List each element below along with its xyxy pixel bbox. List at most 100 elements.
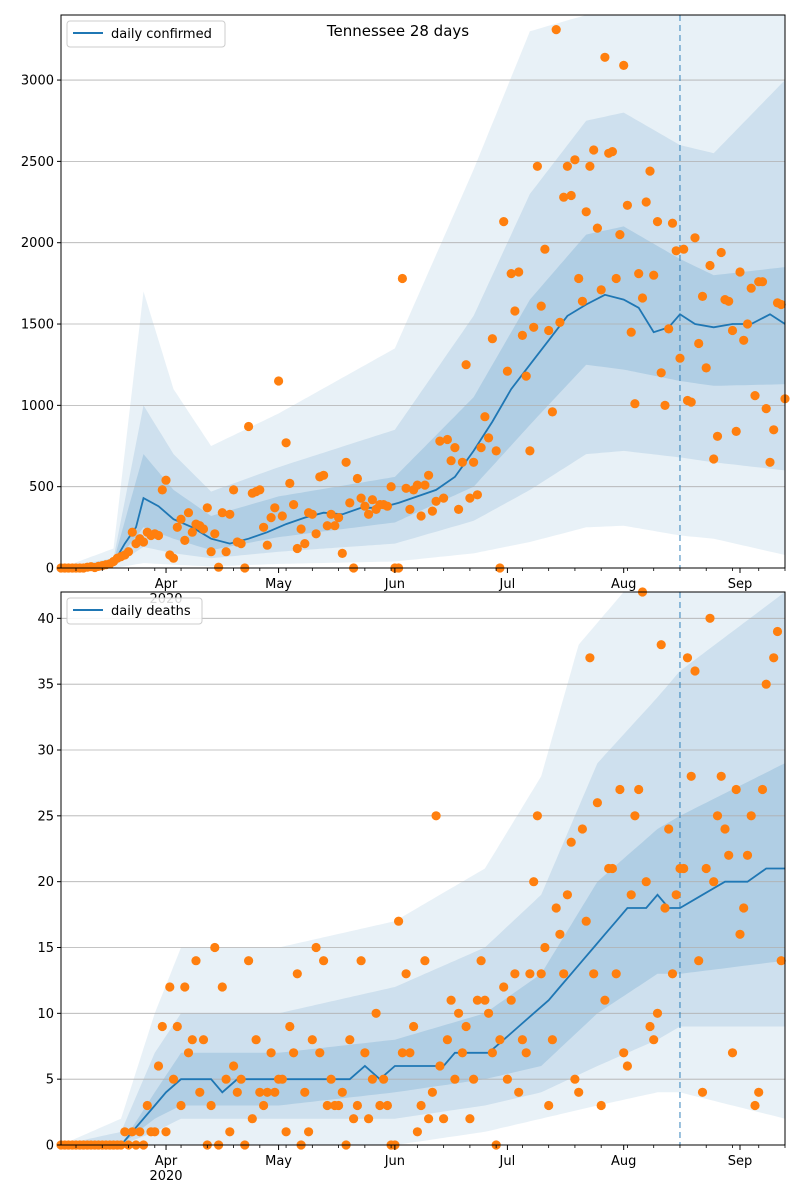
deaths-observed-point — [439, 1114, 449, 1124]
confirmed-observed-point — [559, 192, 569, 202]
confirmed-observed-point — [157, 485, 167, 495]
deaths-legend: daily deaths — [66, 597, 203, 625]
confirmed-observed-point — [465, 493, 475, 503]
confirmed-observed-point — [739, 335, 749, 345]
confirmed-observed-point — [555, 317, 565, 327]
confirmed-observed-point — [259, 522, 269, 532]
deaths-observed-point — [499, 982, 509, 992]
confirmed-observed-point — [476, 443, 486, 453]
deaths-observed-point — [469, 1074, 479, 1084]
confirmed-observed-point — [446, 456, 456, 466]
confirmed-observed-point — [622, 200, 633, 210]
deaths-observed-point — [532, 811, 543, 821]
confirmed-observed-point — [502, 366, 512, 376]
deaths-observed-point — [656, 640, 666, 650]
deaths-observed-point — [525, 969, 535, 979]
confirmed-observed-point — [742, 319, 753, 329]
confirmed-legend: daily confirmed — [66, 20, 226, 48]
deaths-observed-point — [622, 1061, 633, 1071]
deaths-observed-point — [600, 995, 610, 1005]
confirmed-observed-point — [442, 434, 452, 445]
deaths-observed-point — [379, 1074, 389, 1084]
deaths-y-tick-label: 0 — [46, 1139, 54, 1154]
confirmed-band-outer — [61, 15, 785, 568]
deaths-y-tick-label: 30 — [37, 744, 54, 759]
confirmed-y-tick-label: 0 — [46, 562, 54, 577]
deaths-observed-point — [435, 1061, 445, 1071]
confirmed-uncertainty-bands — [61, 15, 785, 568]
deaths-observed-point — [191, 956, 201, 966]
deaths-observed-point — [225, 1127, 235, 1137]
deaths-observed-point — [375, 1100, 385, 1111]
deaths-observed-points — [56, 587, 786, 1150]
confirmed-observed-point — [611, 273, 621, 284]
deaths-observed-point — [292, 969, 302, 979]
deaths-observed-point — [454, 1008, 464, 1018]
deaths-observed-point — [720, 824, 730, 834]
confirmed-observed-point — [652, 217, 663, 227]
confirmed-observed-point — [675, 353, 685, 363]
confirmed-observed-point — [217, 508, 227, 518]
confirmed-observed-point — [214, 562, 224, 572]
confirmed-observed-point — [454, 504, 464, 514]
confirmed-observed-point — [697, 291, 708, 301]
deaths-observed-point — [495, 1035, 505, 1045]
deaths-observed-point — [307, 1035, 317, 1045]
deaths-observed-point — [210, 942, 220, 953]
confirmed-observed-points — [56, 25, 790, 573]
confirmed-observed-point — [187, 527, 197, 537]
deaths-observed-point — [352, 1100, 362, 1111]
confirmed-observed-point — [491, 446, 501, 456]
confirmed-y-tick-label: 2000 — [21, 236, 54, 251]
deaths-observed-point — [311, 942, 321, 953]
confirmed-observed-point — [532, 161, 543, 171]
confirmed-observed-point — [656, 368, 666, 378]
deaths-y-tick-label: 25 — [37, 809, 54, 824]
deaths-observed-point — [731, 784, 741, 795]
confirmed-y-tick-label: 1500 — [21, 318, 54, 333]
deaths-x-tick-label: Aug — [611, 1154, 636, 1169]
deaths-observed-point — [529, 877, 539, 887]
confirmed-observed-point — [499, 217, 509, 227]
deaths-observed-point — [367, 1074, 377, 1084]
confirmed-observed-point — [619, 60, 629, 70]
confirmed-observed-point — [412, 480, 422, 490]
confirmed-observed-point — [420, 480, 430, 490]
deaths-observed-point — [559, 969, 569, 979]
confirmed-observed-point — [529, 322, 539, 332]
confirmed-observed-point — [592, 223, 603, 233]
deaths-observed-point — [652, 1008, 663, 1018]
confirmed-observed-point — [566, 190, 576, 201]
confirmed-observed-point — [724, 296, 734, 306]
deaths-observed-point — [626, 890, 636, 900]
deaths-observed-point — [716, 771, 726, 781]
deaths-observed-point — [172, 1021, 182, 1032]
confirmed-band-middle — [61, 80, 785, 568]
confirmed-observed-point — [480, 412, 490, 422]
confirmed-observed-point — [634, 269, 644, 279]
deaths-observed-point — [772, 626, 783, 637]
deaths-observed-point — [446, 995, 456, 1005]
confirmed-observed-point — [671, 246, 681, 256]
confirmed-observed-point — [229, 485, 239, 495]
confirmed-observed-point — [262, 540, 272, 550]
confirmed-observed-point — [517, 330, 528, 340]
confirmed-observed-point — [176, 514, 186, 524]
deaths-observed-point — [660, 903, 670, 913]
deaths-observed-point — [757, 784, 768, 795]
deaths-observed-point — [544, 1100, 554, 1111]
deaths-observed-point — [120, 1127, 130, 1137]
confirmed-observed-point — [431, 496, 441, 506]
deaths-x-tick-label: Jul — [499, 1154, 516, 1169]
confirmed-observed-point — [183, 508, 194, 518]
deaths-observed-point — [476, 956, 486, 966]
confirmed-observed-point — [757, 277, 768, 287]
deaths-observed-point — [360, 1048, 370, 1058]
confirmed-observed-point — [769, 425, 779, 435]
confirmed-observed-point — [735, 267, 745, 277]
confirmed-observed-point — [547, 407, 558, 417]
deaths-observed-point — [431, 811, 441, 821]
confirmed-observed-point — [664, 324, 674, 334]
confirmed-panel: 050010001500200025003000Apr2020MayJunJul… — [21, 14, 790, 607]
